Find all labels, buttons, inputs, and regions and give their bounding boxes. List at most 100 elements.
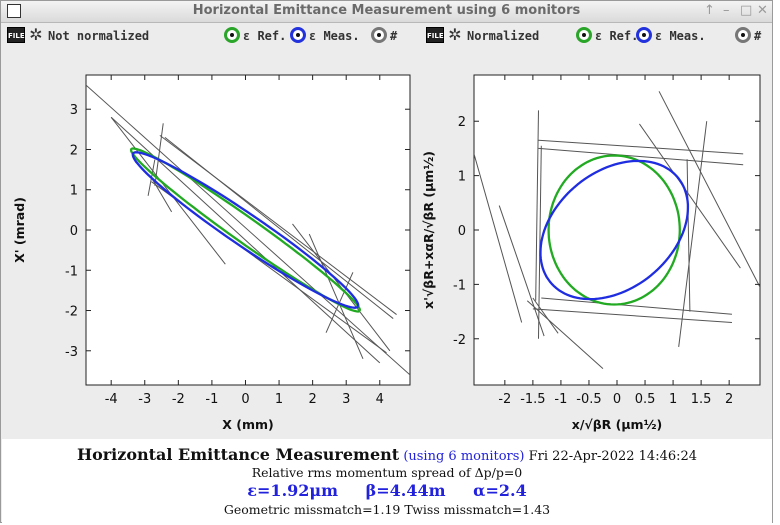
monitor-line [154,123,164,186]
y-tick-label: -2 [453,333,466,348]
x-tick-label: -3 [138,392,151,407]
plot-content [474,91,760,370]
beta-value: β=4.44m [365,481,446,500]
minimize-button[interactable]: – [723,3,730,18]
y-tick-label: 3 [70,103,78,118]
window-title: Horizontal Emittance Measurement using 6… [192,3,581,18]
x-tick-label: 2 [725,392,733,407]
left-toolbar: FILE ✲ Not normalized ε Ref. ε Meas. # [2,26,415,46]
measurement-summary: Horizontal Emittance Measurement (using … [2,439,772,523]
normalize-toggle-icon[interactable]: ✲ [29,25,43,44]
close-button[interactable]: ✕ [757,3,768,18]
right-plot-panel: FILE ✲ Normalized ε Ref. ε Meas. # -2 -1.… [419,23,772,439]
hash-toggle[interactable] [371,27,387,43]
left-plot-panel: FILE ✲ Not normalized ε Ref. ε Meas. # -… [2,23,415,439]
monitor-line [532,308,732,323]
ref-label: ε Ref. [595,29,639,43]
epsilon-value: ε=1.92μm [247,481,339,500]
measurement-datetime: Fri 22-Apr-2022 14:46:24 [528,449,698,464]
monitor-line [535,110,539,301]
ref-label: ε Ref. [243,29,287,43]
monitor-line [658,91,760,288]
x-tick-label: -2 [498,392,511,407]
y-tick-label: -1 [453,278,466,293]
x-tick-label: 1 [669,392,677,407]
y-axis-label: x'√βR+xαR/√βR (μm½) [421,151,436,309]
y-axis-label: X' (mrad) [12,197,27,263]
y-tick-label: 2 [458,115,466,130]
x-tick-label: -4 [105,392,118,407]
x-tick-label: 0 [613,392,621,407]
monitor-line [541,297,733,315]
maximize-button[interactable]: □ [740,3,753,18]
momentum-spread: Relative rms momentum spread of Δp/p=0 [251,465,523,480]
hash-toggle[interactable] [735,27,751,43]
summary-heading: Horizontal Emittance Measurement [76,445,400,464]
monitor-count: (using 6 monitors) [403,449,525,464]
x-tick-label: 0.5 [635,392,656,407]
x-tick-label: -1 [205,392,218,407]
normalize-toggle-icon[interactable]: ✲ [448,25,462,44]
monitor-line [164,137,394,319]
file-icon[interactable]: FILE [7,27,25,43]
x-tick-label: -2 [172,392,185,407]
monitor-line [538,139,744,155]
ref-ellipse [547,154,681,306]
monitor-line [686,159,691,312]
normalization-label: Not normalized [48,29,150,43]
monitor-line [538,147,744,166]
meas-ellipse [539,159,690,301]
monitor-line [110,116,226,265]
plot-area [473,74,761,386]
monitor-line [526,300,604,370]
pin-icon[interactable]: ↑ [704,3,715,18]
x-tick-label: -0.5 [576,392,601,407]
x-axis-label: x/√βR (μm½) [572,417,662,432]
alpha-value: α=2.4 [473,481,527,500]
monitor-line [678,121,708,347]
meas-toggle[interactable] [290,27,306,43]
y-tick-label: 1 [458,170,466,185]
right-phase-space-chart[interactable]: -2 -1.5 -1 -0.5 0 0.5 1 1.5 2 -2 -1 0 1 2 x/√βR (μm½) x… [419,47,772,439]
summary-heading-line: Horizontal Emittance Measurement (using … [2,445,772,464]
mismatch-values: Geometric missmatch=1.19 Twiss missmatch… [223,502,551,517]
meas-label: ε Meas. [655,29,706,43]
app-icon [7,4,21,18]
ref-toggle[interactable] [576,27,592,43]
meas-ellipse [131,151,360,309]
x-tick-label: -1 [554,392,567,407]
monitor-line [498,205,545,337]
y-tick-label: 0 [70,224,78,239]
monitor-line [308,233,364,360]
plot-content [86,84,410,376]
y-tick-label: -2 [65,305,78,320]
ref-toggle[interactable] [224,27,240,43]
hash-label: # [754,29,762,43]
x-axis-label: X (mm) [222,417,273,432]
y-tick-label: -1 [65,264,78,279]
ref-ellipse [129,147,362,313]
file-icon[interactable]: FILE [426,27,444,43]
monitor-line [532,297,559,334]
hash-label: # [390,29,398,43]
meas-toggle[interactable] [636,27,652,43]
x-tick-label: -1.5 [520,392,545,407]
y-tick-label: 1 [70,184,78,199]
left-phase-space-chart[interactable]: -4 -3 -2 -1 0 1 2 3 4 -3 -2 -1 0 1 2 3 X (mm) X' (mrad) [2,47,415,439]
y-tick-label: -3 [65,345,78,360]
normalization-label: Normalized [467,29,540,43]
title-bar[interactable]: Horizontal Emittance Measurement using 6… [1,1,772,23]
x-tick-label: 0 [241,392,249,407]
y-tick-label: 0 [458,224,466,239]
right-toolbar: FILE ✲ Normalized ε Ref. ε Meas. # [419,26,772,46]
x-tick-label: 4 [376,392,384,407]
monitor-line [474,153,523,323]
x-tick-label: 1.5 [691,392,712,407]
meas-label: ε Meas. [309,29,360,43]
x-tick-label: 2 [308,392,316,407]
monitor-line [639,123,741,269]
x-tick-label: 1 [275,392,283,407]
x-tick-label: 3 [342,392,350,407]
y-tick-label: 2 [70,143,78,158]
